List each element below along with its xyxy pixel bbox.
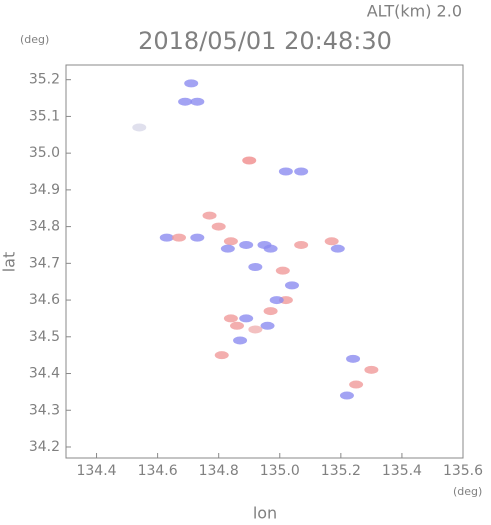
- y-unit: (deg): [20, 33, 49, 46]
- y-tick-label: 34.6: [29, 292, 60, 308]
- x-tick-label: 135.2: [321, 463, 361, 479]
- y-tick-label: 34.5: [29, 329, 60, 345]
- x-tick-label: 134.4: [76, 463, 116, 479]
- x-axis-label: lon: [253, 504, 277, 522]
- y-tick-label: 35.0: [29, 145, 60, 161]
- x-tick-label: 135.0: [260, 463, 300, 479]
- echo: [202, 211, 217, 220]
- echo: [364, 365, 379, 374]
- echo: [184, 79, 199, 88]
- echo: [294, 167, 309, 176]
- echo: [284, 281, 299, 290]
- echo: [346, 354, 361, 363]
- echo: [278, 167, 293, 176]
- y-tick-label: 34.3: [29, 402, 60, 418]
- x-unit: (deg): [453, 485, 482, 498]
- echo: [263, 307, 278, 316]
- echo: [349, 380, 364, 389]
- echo: [214, 351, 229, 360]
- y-axis-label: lat: [0, 252, 19, 273]
- echo: [190, 97, 205, 106]
- y-tick-label: 34.2: [29, 439, 60, 455]
- echo: [159, 233, 174, 242]
- echo: [132, 123, 147, 132]
- echo: [260, 321, 275, 330]
- echo: [233, 336, 248, 345]
- x-tick-label: 135.6: [443, 463, 483, 479]
- echo: [239, 240, 254, 249]
- plot-frame: [65, 64, 464, 459]
- x-tick-label: 134.6: [138, 463, 178, 479]
- echo: [330, 244, 345, 253]
- y-tick-label: 34.8: [29, 219, 60, 235]
- echo: [190, 233, 205, 242]
- echo: [324, 237, 339, 246]
- echo: [248, 263, 263, 272]
- y-tick-label: 35.2: [29, 72, 60, 88]
- altitude: ALT(km) 2.0: [367, 2, 462, 21]
- echo: [239, 314, 254, 323]
- y-tick-label: 34.9: [29, 182, 60, 198]
- echo: [220, 244, 235, 253]
- echo: [230, 321, 245, 330]
- echo: [223, 314, 238, 323]
- echo: [339, 391, 354, 400]
- echo: [211, 222, 226, 231]
- echo: [269, 296, 284, 305]
- echo: [275, 266, 290, 275]
- echo: [263, 244, 278, 253]
- y-tick-label: 34.7: [29, 255, 60, 271]
- echo: [242, 156, 257, 165]
- echo: [294, 240, 309, 249]
- x-tick-label: 134.8: [199, 463, 239, 479]
- chart-title: 2018/05/01 20:48:30: [138, 27, 392, 55]
- y-tick-label: 34.4: [29, 366, 60, 382]
- y-tick-label: 35.1: [29, 108, 60, 124]
- echo: [248, 325, 263, 334]
- echo: [178, 97, 193, 106]
- x-tick-label: 135.4: [382, 463, 422, 479]
- echo: [223, 237, 238, 246]
- echo: [171, 233, 186, 242]
